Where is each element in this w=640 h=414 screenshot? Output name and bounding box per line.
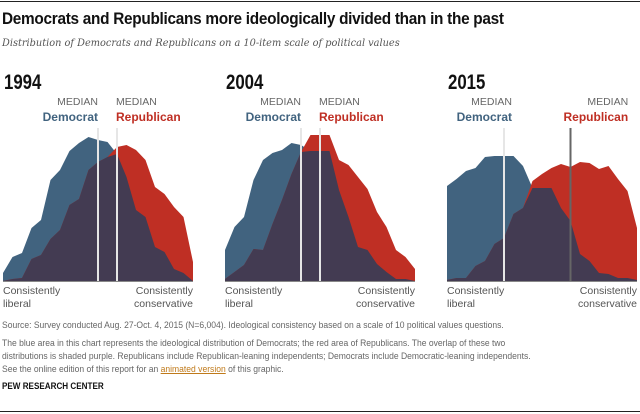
axis-text: liberal [3,298,32,310]
axis-label-conservative: Consistently conservative [578,285,637,311]
party-name: Democrat [456,110,512,124]
axis-text: conservative [134,298,193,310]
bottom-rule [0,411,640,412]
note-line-3: See the online edition of this report fo… [2,363,284,376]
overlap-area [447,188,637,281]
panel-title: 2015 [448,71,486,94]
distribution-chart [3,128,193,282]
axis-text: Consistently [225,285,283,297]
party-name: Republican [563,110,629,124]
median-republican-label: MEDIAN Republican [319,95,384,125]
axis-text: conservative [578,298,637,310]
note-line-2: distributions is shaded purple. Republic… [2,351,531,361]
median-democrat-label: MEDIAN Democrat [246,95,301,125]
axis-label-conservative: Consistently conservative [134,285,193,311]
median-republican-label: MEDIAN Republican [116,95,181,125]
party-name: Republican [319,110,384,124]
axis-text: Consistently [3,285,61,297]
note-text: of this graphic. [225,364,284,374]
median-caption: MEDIAN [116,96,157,108]
note-text: See the online edition of this report fo… [2,364,161,374]
median-democrat-label: MEDIAN Democrat [457,95,512,125]
chart-title: Democrats and Republicans more ideologic… [2,10,504,28]
median-caption: MEDIAN [260,96,301,108]
median-democrat-label: MEDIAN Democrat [43,95,98,125]
axis-text: liberal [447,298,476,310]
animated-version-link[interactable]: animated version [160,364,226,374]
axis-text: Consistently [357,285,415,297]
axis-text: liberal [225,298,254,310]
axis-label-liberal: Consistently liberal [3,285,60,311]
panel-2004: MEDIAN Democrat MEDIAN Republican Consistent… [225,95,415,315]
axis-label-conservative: Consistently conservative [356,285,415,311]
axis-text: Consistently [135,285,193,297]
party-name: Democrat [42,110,98,124]
distribution-chart [447,128,637,282]
panel-title: 1994 [4,71,42,94]
panel-1994: MEDIAN Democrat MEDIAN Republican Consistent… [3,95,193,315]
axis-text: Consistently [447,285,505,297]
axis-text: Consistently [579,285,637,297]
median-caption: MEDIAN [319,96,360,108]
panel-2015: MEDIAN Democrat MEDIAN Republican Consistent… [447,95,637,315]
axis-label-liberal: Consistently liberal [447,285,504,311]
pew-logo-text: PEW RESEARCH CENTER [2,381,104,391]
party-name: Democrat [245,110,301,124]
party-name: Republican [116,110,181,124]
median-caption: MEDIAN [587,96,629,108]
median-republican-label: MEDIAN Republican [564,95,629,125]
distribution-chart [225,128,415,282]
source-note: Source: Survey conducted Aug. 27-Oct. 4,… [2,320,504,330]
note-line-1: The blue area in this chart represents t… [2,338,506,348]
median-caption: MEDIAN [57,96,98,108]
top-rule [0,1,640,2]
axis-text: conservative [356,298,415,310]
chart-subtitle: Distribution of Democrats and Republican… [2,37,400,49]
median-caption: MEDIAN [471,96,512,108]
axis-label-liberal: Consistently liberal [225,285,282,311]
panel-title: 2004 [226,71,264,94]
